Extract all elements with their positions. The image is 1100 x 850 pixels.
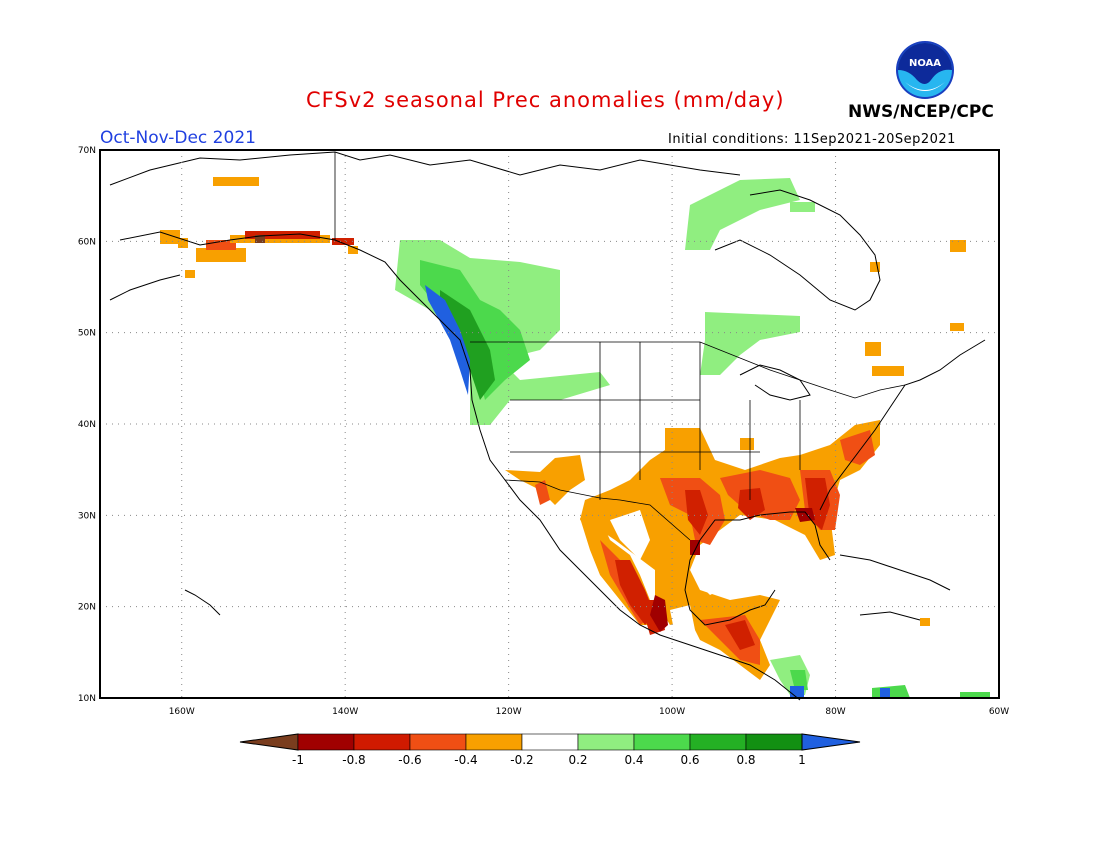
anomaly-patch [865,342,881,356]
colorbar-tick-label: -0.2 [510,753,533,767]
latitude-label: 30N [78,511,96,521]
anomaly-patch [695,555,720,595]
anomaly-patch [332,238,354,245]
colorbar-tick-label: -0.4 [454,753,477,767]
colorbar: -1 -0.8 -0.6 -0.4 -0.2 0.2 0.4 0.6 0.8 1 [239,733,861,767]
anomaly-patch [960,692,990,698]
anomaly-patch [790,670,808,690]
anomaly-patch [425,285,470,395]
anomaly-patch [740,438,754,450]
colorbar-segment [577,733,635,751]
svg-text:NOAA: NOAA [909,58,941,69]
colorbar-tick-label: -1 [292,753,304,767]
anomaly-patch [206,240,236,250]
anomaly-patch [790,686,804,698]
latitude-label: 10N [78,694,96,704]
longitude-label: 60W [989,707,1009,717]
longitude-label: 160W [169,707,195,717]
anomaly-patch [880,688,890,698]
longitude-label: 120W [496,707,522,717]
latitude-label: 70N [78,146,96,156]
anomaly-patch [255,235,265,243]
initial-conditions-label: Initial conditions: 11Sep2021-20Sep2021 [668,132,956,147]
colorbar-tick-label: 0.2 [568,753,587,767]
latitude-label: 20N [78,603,96,613]
coastlines [109,151,986,701]
colorbar-tick-label: -0.6 [398,753,421,767]
map-frame [99,149,1000,699]
colorbar-segment [465,733,523,751]
colorbar-segment [521,733,579,751]
anomaly-patch [178,238,188,248]
colorbar-tick-label: 1 [798,753,806,767]
anomaly-patch [872,366,904,376]
noaa-logo-icon: NOAA [896,41,954,99]
colorbar-tick-label: -0.8 [342,753,365,767]
anomaly-patch [950,323,964,331]
anomaly-patch [790,202,815,212]
anomaly-patch [185,270,195,278]
colorbar-tick-label: 0.8 [736,753,755,767]
anomaly-patch [535,480,550,505]
latitude-labels: 70N 60N 50N 40N 30N 20N 10N [78,146,96,704]
agency-label: NWS/NCEP/CPC [848,102,994,122]
anomaly-patch [685,178,800,250]
longitude-label: 140W [332,707,358,717]
anomaly-patch [650,595,668,632]
anomaly-patch [196,248,246,262]
anomaly-patch [738,488,765,520]
anomaly-patch [700,312,800,375]
colorbar-tick-label: 0.4 [624,753,643,767]
anomaly-patch [348,246,358,254]
colorbar-segment [297,733,355,751]
anomaly-patch [870,262,880,272]
anomaly-patch [670,605,695,635]
lat-lon-grid [100,150,999,698]
anomaly-patch [213,177,259,186]
longitude-label: 80W [825,707,845,717]
longitude-labels: 160W 140W 120W 100W 80W 60W [169,707,1010,717]
political-borders [334,152,906,541]
colorbar-tick-label: 0.6 [680,753,699,767]
anomaly-fills [160,177,990,698]
chart-title: CFSv2 seasonal Prec anomalies (mm/day) [306,88,785,112]
longitude-label: 100W [659,707,685,717]
anomaly-patch [950,240,966,252]
colorbar-arrow-right [801,733,861,751]
season-label: Oct-Nov-Dec 2021 [100,128,256,148]
anomaly-patch [725,620,755,650]
latitude-label: 60N [78,237,96,247]
anomaly-patch [872,685,910,698]
latitude-label: 50N [78,329,96,339]
anomaly-patch [685,490,708,535]
anomaly-patch [840,430,875,465]
colorbar-segment [689,733,747,751]
colorbar-segment [745,733,803,751]
colorbar-arrow-left [239,733,299,751]
colorbar-segment [353,733,411,751]
colorbar-segment [409,733,467,751]
anomaly-patch [920,618,930,626]
latitude-label: 40N [78,420,96,430]
anomaly-patch [610,510,650,560]
colorbar-segment [633,733,691,751]
anomaly-patch [690,540,700,555]
